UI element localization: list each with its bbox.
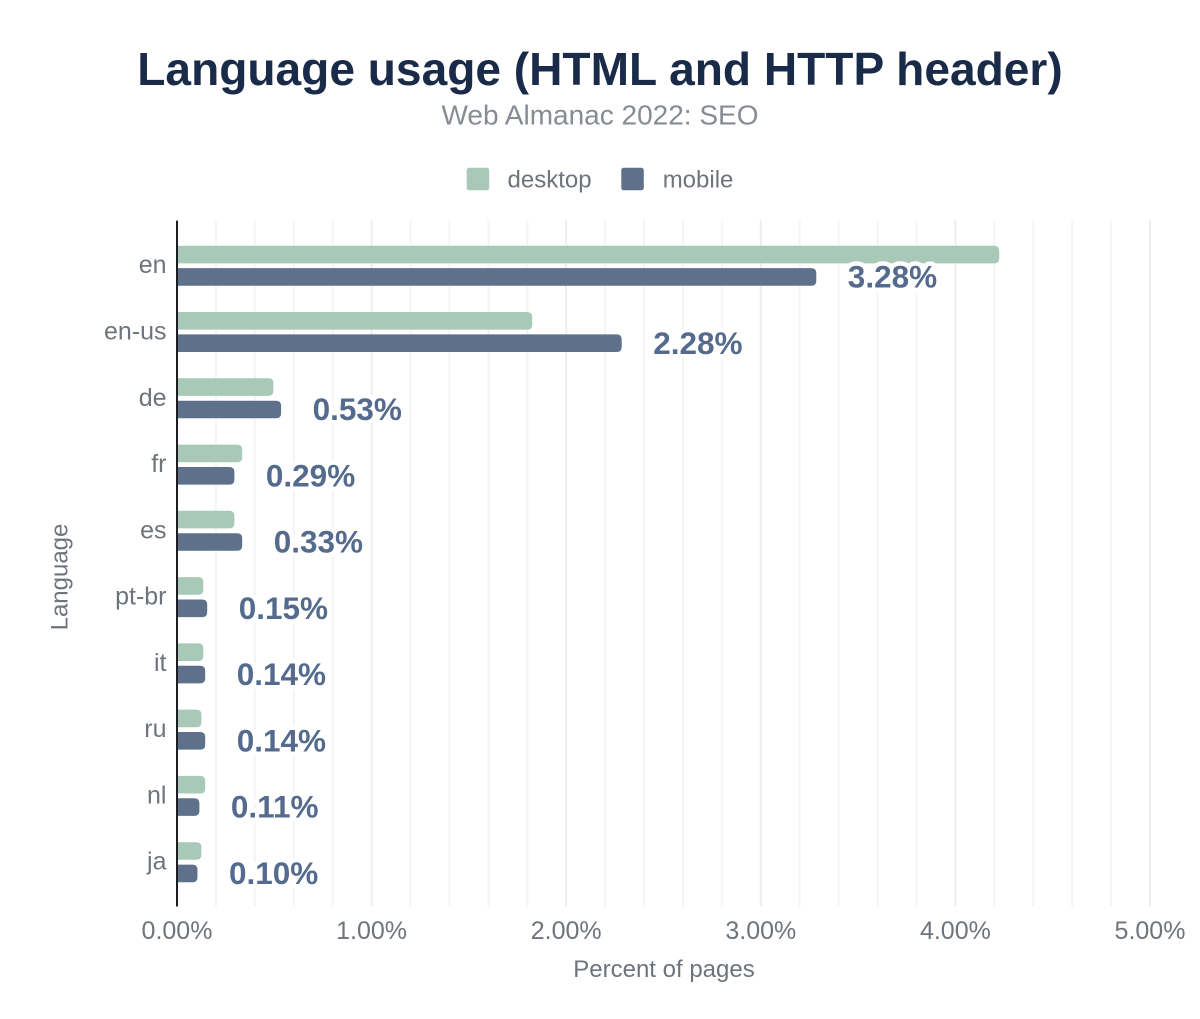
svg-text:de: de xyxy=(139,384,167,412)
svg-text:pt-br: pt-br xyxy=(115,583,166,611)
svg-text:0.11%: 0.11% xyxy=(231,789,319,825)
svg-text:5.00%: 5.00% xyxy=(1115,917,1186,945)
svg-text:Language usage (HTML and HTTP: Language usage (HTML and HTTP header) xyxy=(137,43,1062,95)
svg-text:0.14%: 0.14% xyxy=(237,722,326,758)
svg-text:4.00%: 4.00% xyxy=(920,917,991,945)
svg-text:2.28%: 2.28% xyxy=(653,325,742,361)
svg-text:Web Almanac 2022: SEO: Web Almanac 2022: SEO xyxy=(442,100,759,131)
svg-text:0.29%: 0.29% xyxy=(266,457,355,493)
svg-text:mobile: mobile xyxy=(663,167,734,194)
svg-text:0.14%: 0.14% xyxy=(237,656,326,692)
svg-text:3.28%: 3.28% xyxy=(848,259,937,295)
svg-text:fr: fr xyxy=(151,450,166,478)
svg-text:Language: Language xyxy=(47,524,74,631)
svg-text:it: it xyxy=(154,649,167,677)
svg-text:ru: ru xyxy=(144,715,166,743)
svg-text:0.10%: 0.10% xyxy=(229,855,318,891)
svg-text:en: en xyxy=(139,251,167,279)
svg-text:ja: ja xyxy=(146,848,167,876)
svg-text:0.33%: 0.33% xyxy=(274,524,363,560)
svg-text:desktop: desktop xyxy=(508,167,592,194)
svg-text:1.00%: 1.00% xyxy=(336,917,407,945)
svg-text:Percent of pages: Percent of pages xyxy=(573,956,754,983)
svg-text:3.00%: 3.00% xyxy=(725,917,796,945)
svg-text:es: es xyxy=(140,516,166,544)
svg-text:en-us: en-us xyxy=(104,318,167,346)
svg-text:2.00%: 2.00% xyxy=(531,917,602,945)
svg-text:0.53%: 0.53% xyxy=(313,391,402,427)
svg-text:0.00%: 0.00% xyxy=(142,917,213,945)
svg-text:nl: nl xyxy=(147,781,166,809)
svg-text:0.15%: 0.15% xyxy=(239,590,328,626)
